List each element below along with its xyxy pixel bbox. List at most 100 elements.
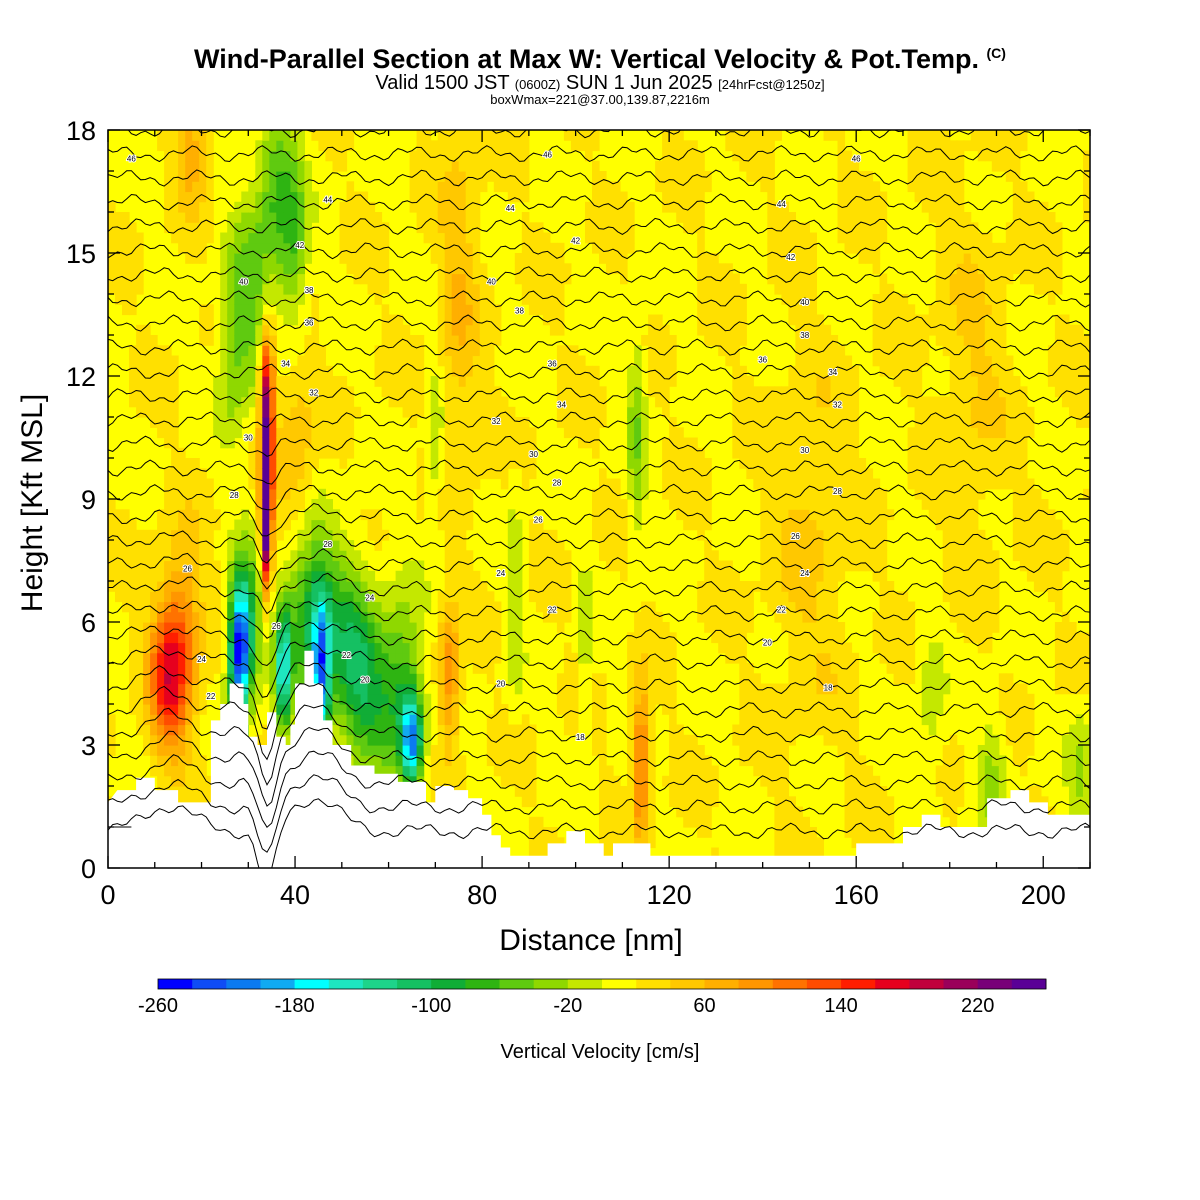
field-cell <box>655 386 663 398</box>
field-cell <box>164 365 172 377</box>
field-cell <box>542 294 551 305</box>
field-cell <box>423 191 432 203</box>
field-cell <box>858 529 867 541</box>
field-cell <box>970 581 979 592</box>
field-cell <box>802 560 810 572</box>
field-cell <box>192 683 200 695</box>
field-cell <box>816 714 824 726</box>
field-cell <box>199 304 207 316</box>
field-cell <box>634 786 642 797</box>
field-cell <box>977 314 986 326</box>
field-cell <box>437 755 446 767</box>
field-cell <box>900 601 909 613</box>
field-cell <box>963 263 972 275</box>
field-cell <box>844 458 853 469</box>
field-cell <box>430 396 439 408</box>
field-cell <box>795 816 803 828</box>
field-cell <box>157 355 165 367</box>
field-cell <box>255 478 263 490</box>
field-cell <box>381 745 390 756</box>
field-cell <box>704 601 712 613</box>
field-cell <box>514 755 523 767</box>
field-cell <box>942 468 951 480</box>
field-cell <box>255 663 263 674</box>
field-cell <box>514 140 523 152</box>
field-cell <box>388 355 397 367</box>
field-cell <box>697 806 705 818</box>
field-cell <box>816 458 824 469</box>
field-cell <box>669 704 677 715</box>
field-cell <box>879 314 888 326</box>
field-cell <box>136 632 144 644</box>
field-cell <box>921 140 930 152</box>
field-cell <box>697 273 705 285</box>
field-cell <box>942 488 951 500</box>
field-cell <box>851 201 860 213</box>
subtitle-date: SUN 1 Jun 2025 <box>565 72 713 94</box>
field-cell <box>185 253 193 264</box>
field-cell <box>129 693 137 705</box>
field-cell <box>956 550 965 562</box>
field-cell <box>276 232 284 244</box>
field-cell <box>704 570 712 582</box>
field-cell <box>269 673 277 685</box>
field-cell <box>599 704 607 715</box>
field-cell <box>262 212 270 223</box>
field-cell <box>458 540 467 551</box>
field-cell <box>816 499 824 510</box>
field-cell <box>332 550 341 562</box>
field-cell <box>767 560 775 572</box>
field-cell <box>620 796 628 808</box>
field-cell <box>704 283 712 295</box>
field-cell <box>774 560 782 572</box>
field-cell <box>381 376 390 387</box>
field-cell <box>297 458 305 469</box>
field-cell <box>220 693 228 705</box>
field-cell <box>781 724 789 736</box>
field-cell <box>157 724 165 736</box>
field-cell <box>346 212 355 223</box>
field-cell <box>346 673 355 685</box>
field-cell <box>907 345 916 357</box>
field-cell <box>563 693 572 705</box>
field-cell <box>648 622 656 633</box>
field-cell <box>956 591 965 603</box>
field-cell <box>690 488 698 500</box>
field-cell <box>634 806 642 818</box>
field-cell <box>220 355 228 367</box>
field-cell <box>129 365 137 377</box>
field-cell <box>823 447 832 459</box>
field-cell <box>521 734 530 746</box>
field-cell <box>802 263 810 275</box>
field-cell <box>346 140 355 152</box>
field-cell <box>395 765 404 777</box>
field-cell <box>676 458 684 469</box>
field-cell <box>634 519 642 531</box>
field-cell <box>746 458 754 469</box>
field-cell <box>185 755 193 767</box>
field-cell <box>655 652 663 664</box>
field-cell <box>599 673 607 685</box>
field-cell <box>648 611 656 623</box>
field-cell <box>108 242 116 254</box>
field-cell <box>928 488 937 500</box>
field-cell <box>655 611 663 623</box>
field-cell <box>157 714 165 726</box>
field-cell <box>977 468 986 480</box>
field-cell <box>507 509 516 521</box>
field-cell <box>129 376 137 387</box>
field-cell <box>409 570 418 582</box>
field-cell <box>592 232 600 244</box>
field-cell <box>977 355 986 367</box>
field-cell <box>290 160 298 172</box>
field-cell <box>956 171 965 182</box>
field-cell <box>451 253 460 264</box>
field-cell <box>248 437 256 449</box>
field-cell <box>311 191 319 203</box>
field-cell <box>500 437 509 449</box>
field-cell <box>360 632 369 644</box>
field-cell <box>942 232 951 244</box>
field-cell <box>402 775 411 787</box>
field-cell <box>136 591 144 603</box>
field-cell <box>290 406 298 418</box>
